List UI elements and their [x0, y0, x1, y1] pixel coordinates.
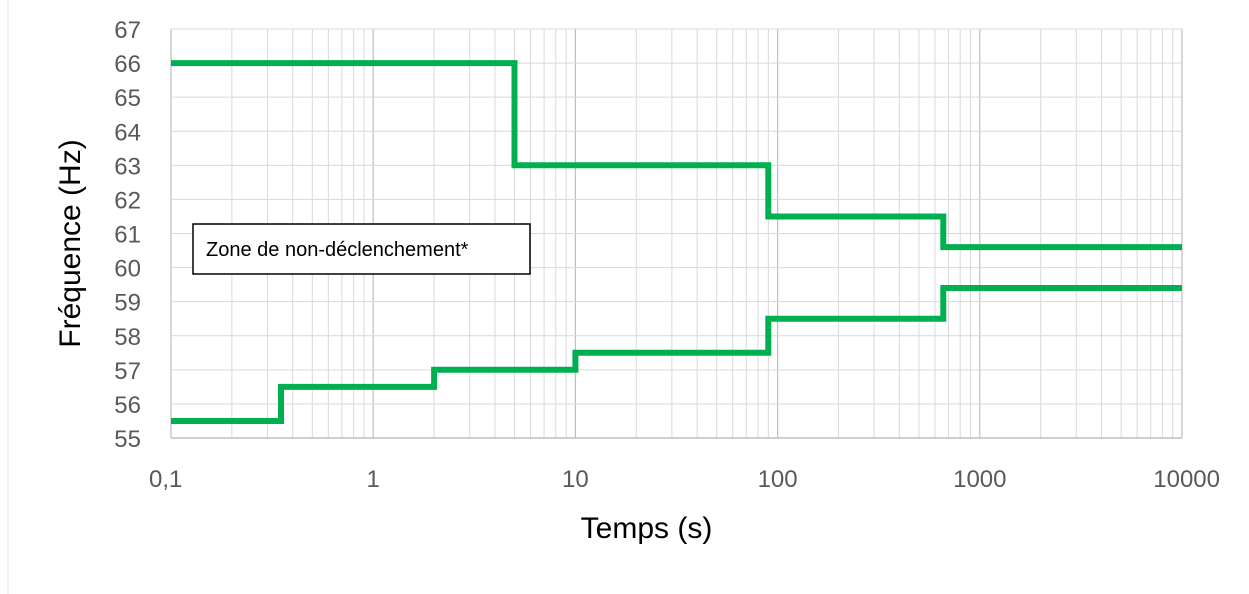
x-tick-label: 10	[562, 466, 589, 493]
y-tick-label: 57	[114, 358, 141, 385]
y-tick-label: 59	[114, 290, 141, 317]
y-tick-label: 60	[114, 256, 141, 283]
y-tick-label: 64	[114, 119, 141, 146]
upper-limit-line	[171, 60, 1182, 251]
y-tick-label: 65	[114, 85, 141, 112]
y-tick-label: 55	[114, 426, 141, 453]
y-tick-label: 61	[114, 222, 141, 249]
x-tick-label: 1	[367, 466, 380, 493]
annotation-label: Zone de non-déclenchement*	[206, 239, 469, 261]
y-axis-title: Fréquence (Hz)	[54, 139, 87, 347]
x-tick-labels: 0,1 1 10 100 1000 10000	[149, 466, 1220, 493]
y-tick-label: 58	[114, 324, 141, 351]
y-tick-label: 67	[114, 17, 141, 44]
x-tick-label: 1000	[953, 466, 1006, 493]
x-tick-label: 10000	[1153, 466, 1220, 493]
y-tick-label: 63	[114, 153, 141, 180]
y-tick-labels: 55 56 57 58 59 60 61 62 63 64 65 66 67	[114, 17, 141, 453]
lower-limit-line	[171, 285, 1182, 424]
annotation-frame	[192, 223, 531, 275]
x-tick-label: 100	[758, 466, 798, 493]
y-tick-label: 62	[114, 187, 141, 214]
annotation-box: Zone de non-déclenchement*	[192, 223, 531, 275]
left-border-line	[7, 0, 9, 594]
series-layer	[171, 60, 1182, 424]
y-tick-label: 56	[114, 392, 141, 419]
x-tick-label: 0,1	[149, 466, 182, 493]
y-tick-label: 66	[114, 51, 141, 78]
x-axis-title: Temps (s)	[581, 512, 713, 545]
